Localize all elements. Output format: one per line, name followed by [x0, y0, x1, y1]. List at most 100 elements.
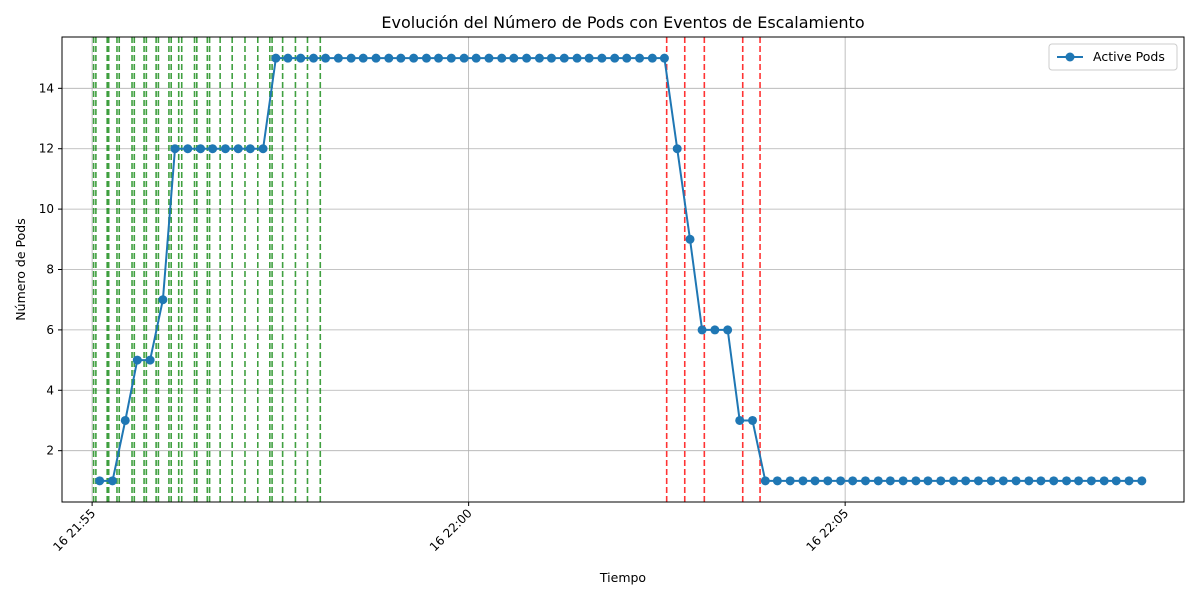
- chart-title: Evolución del Número de Pods con Eventos…: [381, 13, 864, 32]
- data-point: [1024, 476, 1034, 486]
- data-point: [559, 53, 569, 63]
- data-point: [158, 295, 168, 305]
- data-point: [710, 325, 720, 335]
- data-point: [283, 53, 293, 63]
- data-point: [998, 476, 1008, 486]
- data-point: [685, 234, 695, 244]
- data-point: [170, 144, 180, 154]
- data-point: [1011, 476, 1021, 486]
- y-tick-label: 4: [46, 383, 54, 397]
- data-point: [672, 144, 682, 154]
- data-point: [772, 476, 782, 486]
- data-point: [635, 53, 645, 63]
- legend-box: [1048, 43, 1178, 71]
- data-point: [421, 53, 431, 63]
- data-point: [936, 476, 946, 486]
- data-point: [409, 53, 419, 63]
- data-point: [95, 476, 105, 486]
- data-point: [873, 476, 883, 486]
- data-point: [748, 415, 758, 425]
- data-point: [973, 476, 983, 486]
- data-point: [836, 476, 846, 486]
- data-point: [471, 53, 481, 63]
- data-point: [760, 476, 770, 486]
- data-point: [584, 53, 594, 63]
- data-point: [446, 53, 456, 63]
- data-point: [459, 53, 469, 63]
- data-point: [233, 144, 243, 154]
- data-point: [697, 325, 707, 335]
- data-point: [1062, 476, 1072, 486]
- data-point: [509, 53, 519, 63]
- data-point: [986, 476, 996, 486]
- data-point: [371, 53, 381, 63]
- data-point: [132, 355, 142, 365]
- data-point: [196, 144, 206, 154]
- data-point: [1137, 476, 1147, 486]
- data-point: [1049, 476, 1059, 486]
- data-point: [183, 144, 193, 154]
- data-point: [534, 53, 544, 63]
- data-point: [923, 476, 933, 486]
- data-point: [1111, 476, 1121, 486]
- scaling-events-layer: [92, 37, 761, 502]
- data-point: [258, 144, 268, 154]
- y-tick-label: 12: [39, 142, 54, 156]
- legend: Active Pods: [1048, 43, 1178, 71]
- data-point: [911, 476, 921, 486]
- data-point: [120, 415, 130, 425]
- data-point: [208, 144, 218, 154]
- data-point: [1086, 476, 1096, 486]
- data-point: [1074, 476, 1084, 486]
- data-point: [522, 53, 532, 63]
- data-point: [949, 476, 959, 486]
- y-tick-label: 6: [46, 323, 54, 337]
- data-point: [823, 476, 833, 486]
- data-point: [358, 53, 368, 63]
- data-point: [321, 53, 331, 63]
- data-point: [245, 144, 255, 154]
- data-point: [860, 476, 870, 486]
- data-point: [785, 476, 795, 486]
- data-point: [885, 476, 895, 486]
- data-point: [1124, 476, 1134, 486]
- data-point: [961, 476, 971, 486]
- data-point: [610, 53, 620, 63]
- data-point: [723, 325, 733, 335]
- data-point: [848, 476, 858, 486]
- data-point: [296, 53, 306, 63]
- y-axis-label: Número de Pods: [13, 218, 28, 320]
- data-point: [271, 53, 281, 63]
- data-point: [145, 355, 155, 365]
- data-point: [1036, 476, 1046, 486]
- data-point: [434, 53, 444, 63]
- data-point: [546, 53, 556, 63]
- data-point: [572, 53, 582, 63]
- data-point: [898, 476, 908, 486]
- data-point: [309, 53, 319, 63]
- y-tick-label: 8: [46, 263, 54, 277]
- data-point: [659, 53, 669, 63]
- data-point: [798, 476, 808, 486]
- data-point: [484, 53, 494, 63]
- legend-dot-marker: [1065, 52, 1075, 62]
- data-point: [1099, 476, 1109, 486]
- data-point: [220, 144, 230, 154]
- series-layer: [95, 53, 1147, 486]
- data-point: [346, 53, 356, 63]
- data-point: [647, 53, 657, 63]
- y-tick-label: 14: [39, 81, 54, 95]
- data-point: [396, 53, 406, 63]
- x-axis-label: Tiempo: [599, 570, 646, 585]
- y-tick-label: 2: [46, 444, 54, 458]
- legend-label: Active Pods: [1093, 49, 1165, 64]
- data-point: [810, 476, 820, 486]
- data-point: [735, 415, 745, 425]
- data-point: [597, 53, 607, 63]
- data-point: [622, 53, 632, 63]
- data-point: [384, 53, 394, 63]
- data-point: [497, 53, 507, 63]
- data-point: [333, 53, 343, 63]
